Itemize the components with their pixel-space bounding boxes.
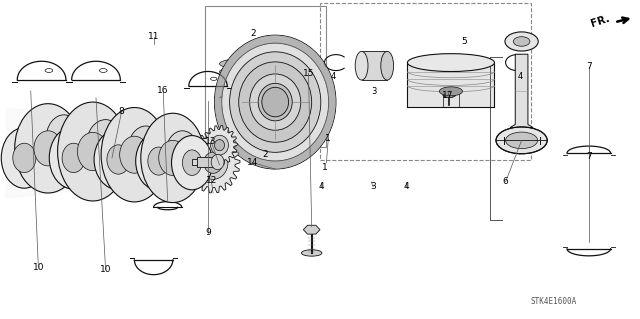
Bar: [320, 3, 531, 160]
Text: 8: 8: [119, 107, 124, 116]
Ellipse shape: [46, 115, 82, 163]
Text: 16: 16: [157, 86, 169, 95]
Ellipse shape: [128, 126, 164, 174]
Text: 3: 3: [371, 182, 376, 191]
Ellipse shape: [198, 146, 228, 179]
Ellipse shape: [355, 51, 368, 80]
Ellipse shape: [211, 135, 228, 155]
Ellipse shape: [220, 57, 312, 71]
Text: 12: 12: [205, 176, 217, 185]
Text: 4: 4: [319, 182, 324, 191]
Text: 4: 4: [330, 72, 335, 81]
Polygon shape: [202, 125, 237, 165]
Ellipse shape: [381, 51, 394, 80]
Ellipse shape: [239, 62, 312, 142]
Text: 1: 1: [323, 163, 328, 172]
Ellipse shape: [13, 143, 36, 173]
Polygon shape: [6, 108, 198, 198]
Text: 7: 7: [586, 152, 591, 161]
Ellipse shape: [220, 89, 312, 103]
Text: STK4E1600A: STK4E1600A: [531, 297, 577, 306]
Ellipse shape: [94, 129, 143, 190]
Bar: [24, 152, 40, 164]
Bar: [362, 51, 387, 80]
Ellipse shape: [166, 131, 199, 175]
Bar: [408, 63, 495, 107]
Text: 3: 3: [372, 87, 377, 96]
Polygon shape: [444, 94, 455, 97]
Ellipse shape: [258, 83, 292, 121]
Ellipse shape: [301, 250, 322, 256]
Text: 15: 15: [303, 69, 314, 78]
Ellipse shape: [49, 127, 98, 189]
Ellipse shape: [204, 152, 223, 173]
Ellipse shape: [77, 132, 108, 171]
Polygon shape: [303, 225, 320, 234]
Ellipse shape: [34, 131, 62, 166]
Text: 1: 1: [326, 134, 331, 143]
Text: 9: 9: [205, 228, 211, 237]
Ellipse shape: [172, 136, 212, 190]
Ellipse shape: [214, 35, 336, 169]
Ellipse shape: [211, 154, 224, 170]
Ellipse shape: [182, 150, 202, 175]
Text: 4: 4: [518, 72, 523, 81]
Text: 4: 4: [404, 182, 409, 191]
Polygon shape: [186, 132, 240, 193]
Ellipse shape: [58, 102, 128, 201]
Ellipse shape: [220, 65, 312, 79]
Polygon shape: [510, 54, 533, 128]
Text: 7: 7: [586, 63, 591, 71]
Text: 10: 10: [33, 263, 44, 272]
Ellipse shape: [101, 108, 168, 202]
Ellipse shape: [214, 140, 225, 151]
Ellipse shape: [211, 77, 217, 80]
Ellipse shape: [159, 140, 187, 175]
Ellipse shape: [120, 136, 149, 173]
Ellipse shape: [443, 93, 456, 98]
Bar: [192, 159, 218, 165]
Bar: [205, 6, 326, 147]
Ellipse shape: [408, 54, 495, 71]
Ellipse shape: [136, 132, 182, 190]
Ellipse shape: [513, 37, 530, 46]
Text: 14: 14: [247, 158, 259, 167]
Ellipse shape: [505, 32, 538, 51]
Ellipse shape: [230, 52, 321, 152]
Text: 5: 5: [461, 37, 467, 46]
Ellipse shape: [250, 74, 301, 130]
Ellipse shape: [45, 69, 52, 72]
Text: 2: 2: [250, 29, 255, 38]
Text: 6: 6: [503, 177, 508, 186]
Text: 10: 10: [100, 265, 111, 274]
Text: FR.: FR.: [589, 13, 611, 28]
Ellipse shape: [220, 81, 312, 95]
Ellipse shape: [15, 104, 81, 193]
Ellipse shape: [99, 69, 107, 72]
Ellipse shape: [1, 128, 47, 188]
Ellipse shape: [440, 87, 463, 96]
Ellipse shape: [221, 43, 329, 161]
Bar: [197, 157, 213, 167]
Ellipse shape: [220, 73, 312, 87]
Ellipse shape: [86, 120, 125, 171]
Ellipse shape: [262, 87, 289, 117]
Text: 17: 17: [442, 91, 454, 100]
Ellipse shape: [148, 147, 170, 175]
Ellipse shape: [107, 145, 130, 174]
Text: 13: 13: [205, 137, 217, 146]
Ellipse shape: [496, 127, 547, 154]
Text: 2: 2: [263, 150, 268, 159]
Ellipse shape: [506, 132, 538, 149]
Text: 11: 11: [148, 32, 159, 41]
Ellipse shape: [62, 143, 85, 173]
Ellipse shape: [141, 113, 205, 203]
